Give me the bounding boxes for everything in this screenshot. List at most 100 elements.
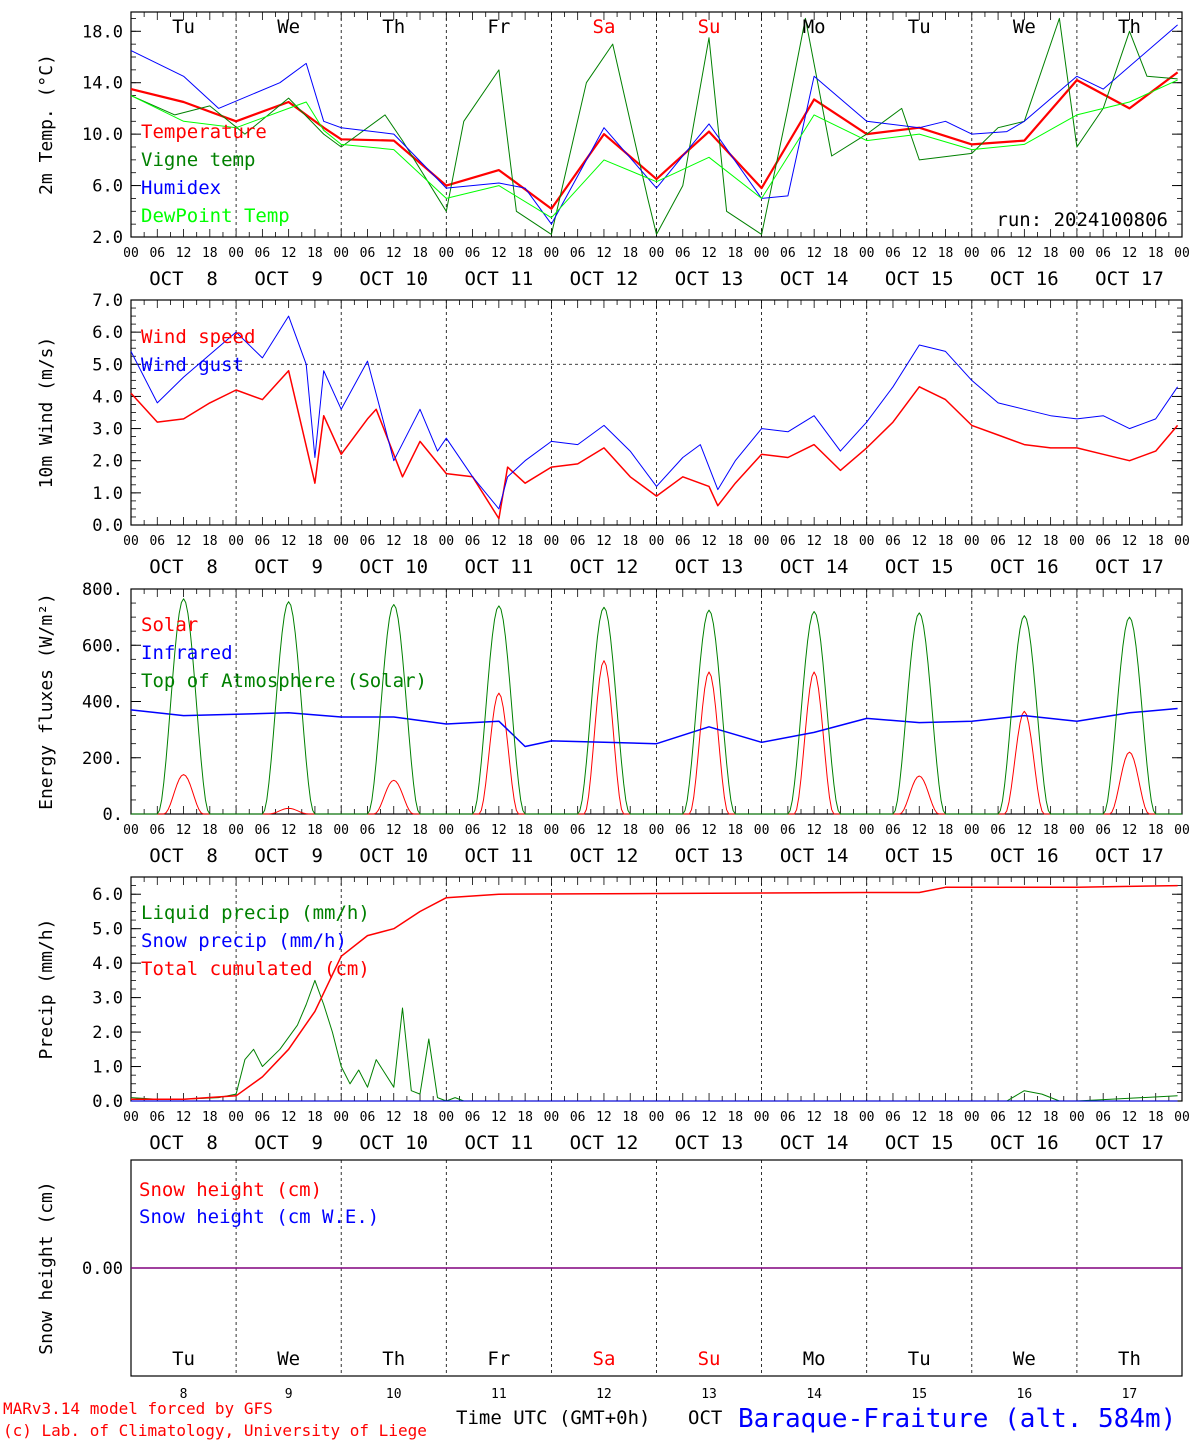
hour-tick-label: 18 xyxy=(1148,534,1164,549)
hour-tick-label: 06 xyxy=(465,534,481,549)
hour-tick-label: 18 xyxy=(938,246,954,261)
hour-tick-label: 00 xyxy=(649,534,665,549)
date-label: OCT 9 xyxy=(254,845,323,867)
hour-tick-label: 12 xyxy=(1017,534,1033,549)
date-label: OCT 9 xyxy=(254,556,323,578)
hour-tick-label: 12 xyxy=(596,246,612,261)
hour-tick-label: 00 xyxy=(438,534,454,549)
hour-tick-label: 06 xyxy=(570,246,586,261)
hour-tick-label: 18 xyxy=(202,246,218,261)
day-number: 13 xyxy=(701,1387,717,1402)
date-label: OCT 8 xyxy=(149,845,218,867)
hour-tick-label: 00 xyxy=(228,1110,244,1125)
hour-tick-label: 00 xyxy=(544,1110,560,1125)
hour-tick-label: 06 xyxy=(1095,246,1111,261)
hour-tick-label: 18 xyxy=(938,1110,954,1125)
hour-tick-label: 00 xyxy=(964,246,980,261)
hour-tick-label: 00 xyxy=(754,1110,770,1125)
y-tick-label: 400. xyxy=(82,693,123,713)
hour-tick-label: 18 xyxy=(517,534,533,549)
day-number: 16 xyxy=(1017,1387,1033,1402)
hour-tick-label: 18 xyxy=(727,246,743,261)
hour-tick-label: 00 xyxy=(123,823,139,838)
hour-tick-label: 12 xyxy=(176,823,192,838)
date-label: OCT 15 xyxy=(885,556,954,578)
hour-tick-label: 00 xyxy=(1069,1110,1085,1125)
date-label: OCT 17 xyxy=(1095,1132,1164,1154)
weekday-top: Su xyxy=(698,16,721,38)
weekday-top: We xyxy=(1013,16,1036,38)
hour-tick-label: 00 xyxy=(333,823,349,838)
hour-tick-label: 12 xyxy=(701,823,717,838)
hour-tick-label: 12 xyxy=(806,1110,822,1125)
y-tick-label: 18.0 xyxy=(82,22,123,42)
y-tick-label: 800. xyxy=(82,580,123,600)
y-tick-label: 1.0 xyxy=(92,484,123,504)
hour-tick-label: 12 xyxy=(281,823,297,838)
hour-tick-label: 06 xyxy=(885,1110,901,1125)
y-tick-label: 4.0 xyxy=(92,954,123,974)
hour-tick-label: 12 xyxy=(1122,246,1138,261)
hour-tick-label: 12 xyxy=(806,246,822,261)
hour-tick-label: 06 xyxy=(675,823,691,838)
date-label: OCT 12 xyxy=(570,268,639,290)
y-axis-label: 10m Wind (m/s) xyxy=(36,337,57,489)
plot-frame xyxy=(130,299,1183,526)
hour-tick-label: 06 xyxy=(149,246,165,261)
hour-tick-label: 12 xyxy=(386,246,402,261)
hour-tick-label: 06 xyxy=(990,534,1006,549)
date-label: OCT 12 xyxy=(570,845,639,867)
hour-tick-label: 12 xyxy=(1122,1110,1138,1125)
hour-tick-label: 00 xyxy=(1174,246,1190,261)
hour-tick-label: 18 xyxy=(622,823,638,838)
day-number: 17 xyxy=(1122,1387,1138,1402)
hour-tick-label: 00 xyxy=(754,534,770,549)
date-label: OCT 8 xyxy=(149,268,218,290)
legend-entry: Top of Atmosphere (Solar) xyxy=(141,670,427,692)
hour-tick-label: 18 xyxy=(307,246,323,261)
hour-tick-label: 00 xyxy=(228,823,244,838)
hour-tick-label: 18 xyxy=(1148,246,1164,261)
hour-tick-label: 12 xyxy=(701,246,717,261)
hour-tick-label: 06 xyxy=(570,534,586,549)
hour-tick-label: 06 xyxy=(465,1110,481,1125)
date-label: OCT 11 xyxy=(465,556,534,578)
hour-tick-label: 12 xyxy=(281,534,297,549)
hour-tick-label: 06 xyxy=(149,823,165,838)
date-label: OCT 14 xyxy=(780,268,849,290)
hour-tick-label: 12 xyxy=(1017,1110,1033,1125)
date-label: OCT 14 xyxy=(780,845,849,867)
date-label: OCT 11 xyxy=(465,268,534,290)
hour-tick-label: 00 xyxy=(649,823,665,838)
hour-tick-label: 00 xyxy=(333,534,349,549)
day-number: 8 xyxy=(180,1387,188,1402)
date-label: OCT 14 xyxy=(780,556,849,578)
weekday-top: Tu xyxy=(172,16,195,38)
hour-tick-label: 00 xyxy=(228,246,244,261)
hour-tick-label: 18 xyxy=(727,534,743,549)
date-label: OCT 16 xyxy=(990,1132,1059,1154)
date-label: OCT 8 xyxy=(149,556,218,578)
hour-tick-label: 06 xyxy=(1095,1110,1111,1125)
hour-tick-label: 18 xyxy=(622,534,638,549)
series-line-1-3 xyxy=(130,24,1178,225)
hour-tick-label: 18 xyxy=(1148,1110,1164,1125)
hour-tick-label: 00 xyxy=(438,1110,454,1125)
hour-tick-label: 06 xyxy=(780,246,796,261)
date-label: OCT 8 xyxy=(149,1132,218,1154)
date-label: OCT 12 xyxy=(570,556,639,578)
hour-tick-label: 00 xyxy=(1069,823,1085,838)
y-tick-label: 2.0 xyxy=(92,228,123,248)
hour-tick-label: 18 xyxy=(833,823,849,838)
hour-tick-label: 18 xyxy=(412,534,428,549)
hour-tick-label: 00 xyxy=(649,246,665,261)
y-tick-label: 2.0 xyxy=(92,452,123,472)
date-label: OCT 10 xyxy=(359,556,428,578)
hour-tick-label: 06 xyxy=(1095,823,1111,838)
y-tick-label: 6.0 xyxy=(92,323,123,343)
legend-entry: Temperature xyxy=(141,121,267,143)
series-line-1-2 xyxy=(130,17,1178,235)
weekday-bottom: We xyxy=(277,1348,300,1370)
hour-tick-label: 06 xyxy=(780,534,796,549)
